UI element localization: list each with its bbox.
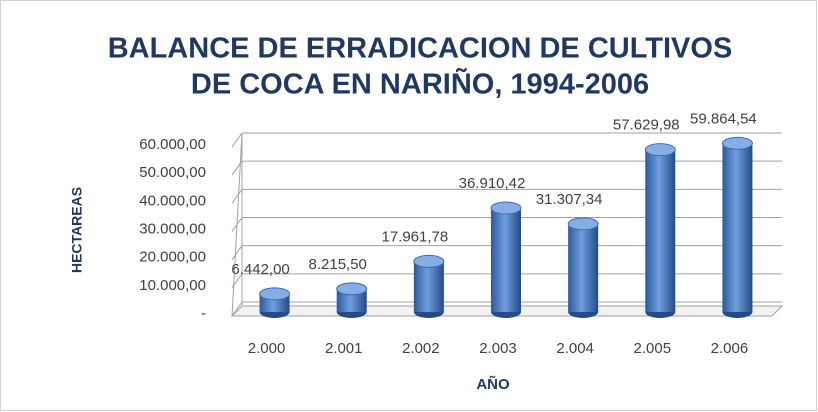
bar xyxy=(645,149,676,312)
grid-line-side xyxy=(231,132,243,148)
bar-top xyxy=(644,143,676,157)
value-label: 8.215,50 xyxy=(309,256,367,273)
value-label: 59.864,54 xyxy=(690,110,757,127)
bar-top xyxy=(336,282,368,296)
grid-line-side xyxy=(231,189,243,204)
x-tick-label: 2.002 xyxy=(402,340,440,357)
x-axis-label: AÑO xyxy=(476,375,510,393)
grid-line-side xyxy=(231,273,243,289)
value-label: 57.629,98 xyxy=(613,117,680,134)
chart-title: BALANCE DE ERRADICACION DE CULTIVOS xyxy=(108,33,733,65)
bar-top xyxy=(259,287,291,301)
bar xyxy=(336,288,367,312)
y-tick-label: 30.000,00 xyxy=(139,220,206,237)
y-tick-label: 40.000,00 xyxy=(139,192,206,209)
x-tick-label: 2.006 xyxy=(711,340,749,357)
bar xyxy=(722,143,753,312)
x-tick-label: 2.001 xyxy=(325,340,363,357)
y-tick-label: 60.000,00 xyxy=(139,136,206,153)
bar-top xyxy=(721,136,753,150)
chart-title: DE COCA EN NARIÑO, 1994-2006 xyxy=(191,67,649,101)
x-tick-label: 2.003 xyxy=(479,340,517,357)
grid-line-side xyxy=(231,160,243,176)
grid-line-side xyxy=(231,217,243,232)
grid-line-side xyxy=(231,245,243,260)
y-tick-label: 20.000,00 xyxy=(139,249,206,266)
x-tick-label: 2.004 xyxy=(556,340,594,357)
bar-top xyxy=(490,201,522,215)
x-tick-label: 2.005 xyxy=(634,340,672,357)
value-label: 17.961,78 xyxy=(381,228,448,245)
bar-top xyxy=(567,217,599,231)
value-label: 36.910,42 xyxy=(459,175,526,192)
value-label: 31.307,34 xyxy=(536,191,603,208)
y-tick-label: - xyxy=(201,305,206,322)
y-tick-label: 10.000,00 xyxy=(139,277,206,294)
y-tick-label: 50.000,00 xyxy=(139,164,206,181)
bar xyxy=(568,223,599,312)
grid-line-side xyxy=(231,301,243,317)
value-label: 6.442,00 xyxy=(231,261,289,278)
y-axis-label: HECTAREAS xyxy=(69,187,85,273)
bar xyxy=(491,208,521,312)
bar xyxy=(413,261,444,312)
bar-top xyxy=(413,254,445,268)
x-tick-label: 2.000 xyxy=(248,340,286,357)
